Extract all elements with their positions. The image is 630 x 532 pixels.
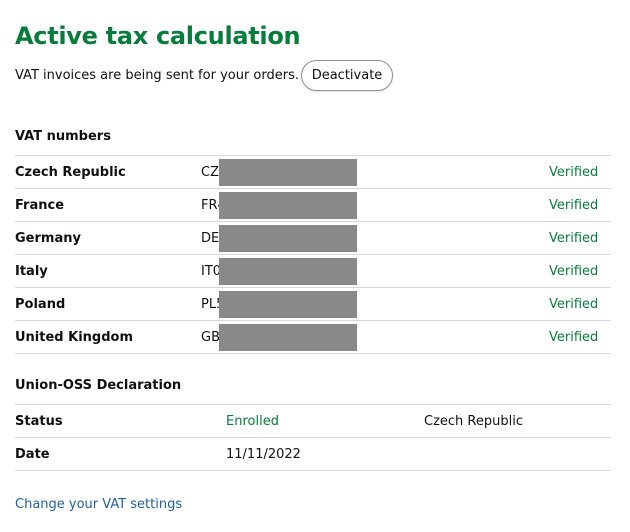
vat-number-prefix: GB — [201, 329, 220, 345]
vat-country: Poland — [15, 296, 66, 312]
vat-number-prefix: FR4 — [201, 197, 221, 213]
vat-status: Verified — [549, 296, 599, 312]
oss-status-value: Enrolled — [226, 413, 279, 429]
vat-status: Verified — [549, 263, 599, 279]
redacted-vat-number — [219, 192, 357, 219]
redacted-vat-number — [219, 291, 357, 318]
redacted-vat-number — [219, 258, 357, 285]
oss-date-value: 11/11/2022 — [226, 446, 301, 462]
vat-status: Verified — [549, 230, 599, 246]
vat-country: Italy — [15, 263, 48, 279]
vat-country: Germany — [15, 230, 81, 246]
oss-status-label: Status — [15, 413, 63, 429]
redacted-vat-number — [219, 324, 357, 351]
divider — [15, 437, 611, 438]
divider — [15, 155, 611, 156]
vat-country: United Kingdom — [15, 329, 134, 345]
tax-status-line: VAT invoices are being sent for your ord… — [15, 61, 299, 91]
vat-status: Verified — [549, 197, 599, 213]
divider — [15, 287, 611, 288]
oss-status-country: Czech Republic — [424, 413, 523, 429]
vat-number-prefix: DE — [201, 230, 220, 246]
vat-status: Verified — [549, 329, 599, 345]
page-title: Active tax calculation — [15, 22, 301, 50]
redacted-vat-number — [219, 225, 357, 252]
vat-row-germany: Germany DE Verified — [0, 222, 630, 254]
change-vat-settings-link[interactable]: Change your VAT settings — [15, 497, 183, 512]
oss-heading: Union-OSS Declaration — [15, 378, 182, 393]
redacted-vat-number — [219, 159, 357, 186]
oss-date-label: Date — [15, 446, 50, 462]
divider — [15, 221, 611, 222]
vat-row-italy: Italy IT0 Verified — [0, 255, 630, 287]
divider — [15, 188, 611, 189]
vat-number-prefix: CZ — [201, 164, 219, 180]
vat-numbers-heading: VAT numbers — [15, 129, 111, 144]
vat-number-prefix: PL5 — [201, 296, 221, 312]
divider — [15, 353, 611, 354]
vat-row-united-kingdom: United Kingdom GB Verified — [0, 321, 630, 353]
divider — [15, 404, 611, 405]
vat-row-france: France FR4 Verified — [0, 189, 630, 221]
deactivate-button[interactable]: Deactivate — [301, 60, 393, 91]
vat-country: France — [15, 197, 65, 213]
divider — [15, 320, 611, 321]
vat-status: Verified — [549, 164, 599, 180]
vat-country: Czech Republic — [15, 164, 126, 180]
vat-row-czech-republic: Czech Republic CZ Verified — [0, 156, 630, 188]
divider — [15, 470, 611, 471]
oss-status-row: Status Enrolled Czech Republic — [0, 405, 630, 437]
tax-status-text: VAT invoices are being sent for your ord… — [15, 68, 300, 83]
vat-number-prefix: IT0 — [201, 263, 221, 279]
vat-row-poland: Poland PL5 Verified — [0, 288, 630, 320]
divider — [15, 254, 611, 255]
oss-date-row: Date 11/11/2022 — [0, 438, 630, 470]
